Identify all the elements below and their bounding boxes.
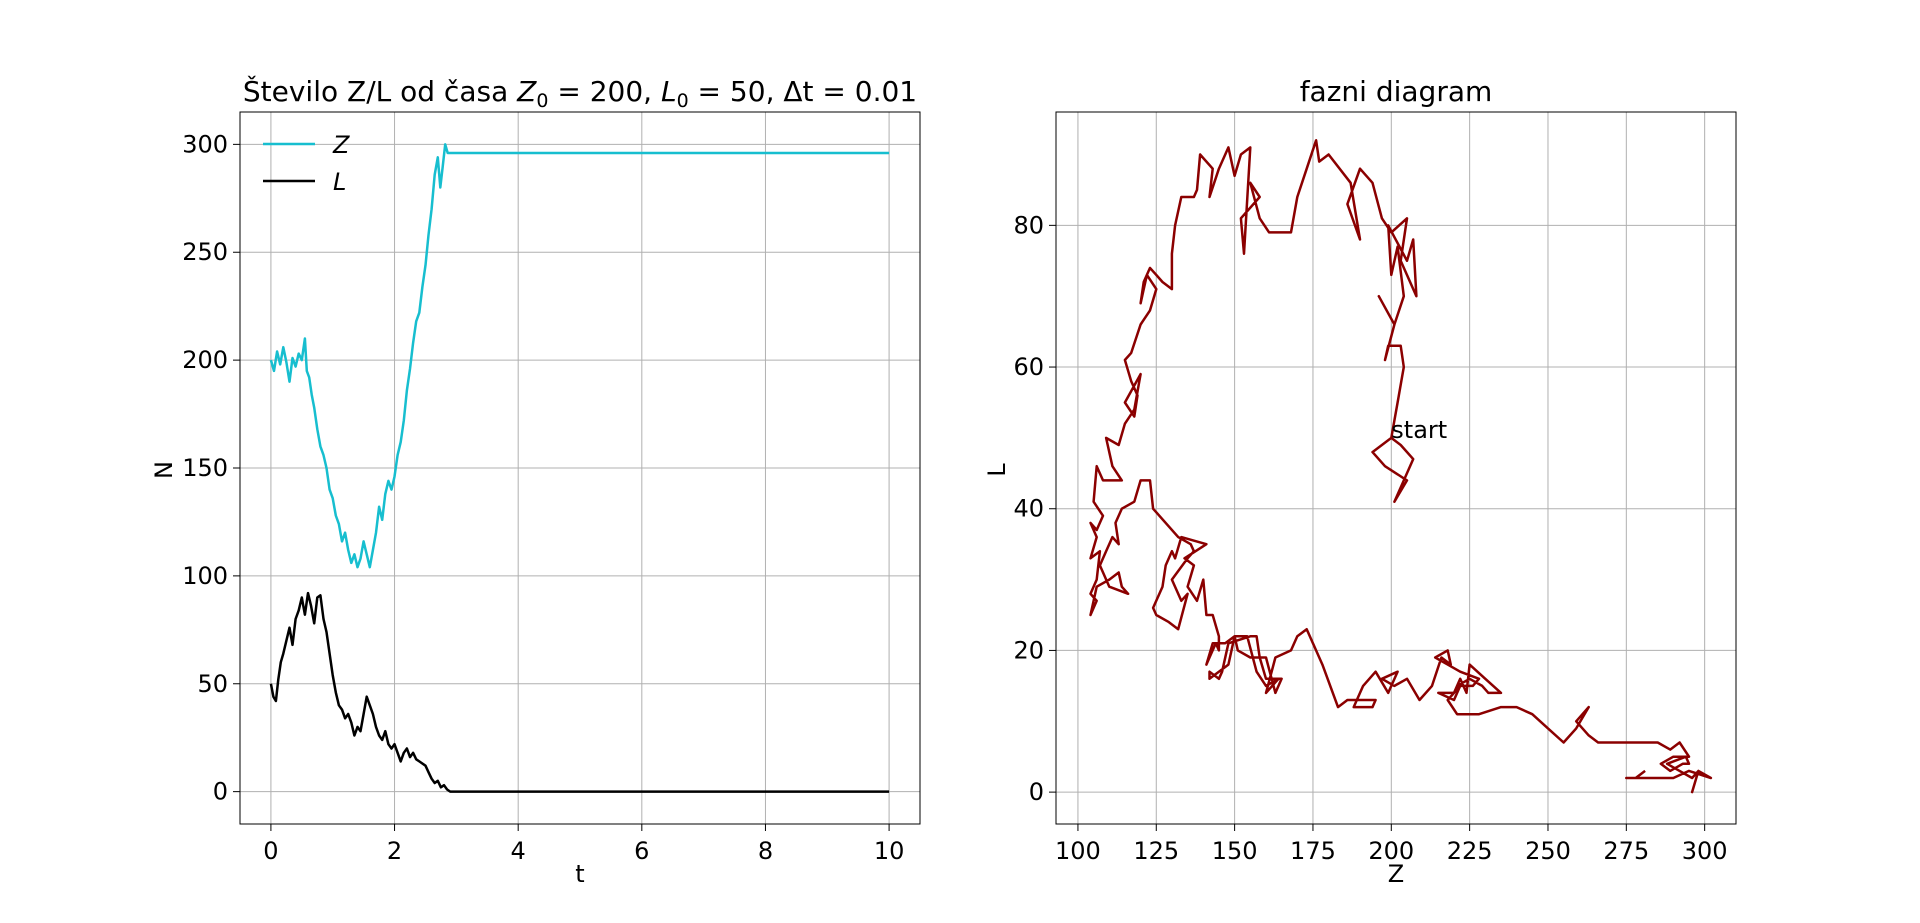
left-series-line-z (269, 143, 890, 569)
right-y-tick-label: 20 (1013, 636, 1044, 664)
right-y-tick-label: 0 (1029, 778, 1044, 806)
right-x-tick-label: 250 (1525, 837, 1571, 865)
left-y-axis-label: N (150, 461, 178, 479)
right-x-tick-label: 225 (1447, 837, 1493, 865)
right-x-tick-label: 150 (1212, 837, 1258, 865)
left-series (269, 143, 890, 793)
right-x-tick-label: 100 (1055, 837, 1101, 865)
left-x-axis-label: t (575, 860, 584, 888)
right-x-axis-label: Z (1388, 860, 1404, 888)
right-y-tick-label: 80 (1013, 211, 1044, 239)
right-y-tick-label: 40 (1013, 495, 1044, 523)
left-x-tick-label: 8 (758, 837, 773, 865)
left-y-tick-label: 150 (182, 454, 228, 482)
right-x-tick-label: 175 (1290, 837, 1336, 865)
right-series (1089, 139, 1713, 794)
right-y-ticks: 0 20 40 60 80 (1013, 211, 1056, 806)
left-chart-title: Število Z/L od časa Z0 = 200, L0 = 50, Δ… (243, 74, 917, 112)
left-x-ticks: 0 2 4 6 8 10 (263, 824, 904, 865)
right-y-tick-label: 60 (1013, 353, 1044, 381)
left-series-line-l (269, 591, 890, 793)
time-series-chart: 0 2 4 6 8 10 0 50 100 150 200 250 300 Število Z/L o… (150, 74, 921, 888)
right-x-tick-label: 275 (1603, 837, 1649, 865)
left-x-tick-label: 2 (387, 837, 402, 865)
right-x-tick-label: 300 (1682, 837, 1728, 865)
left-y-tick-label: 100 (182, 562, 228, 590)
right-series-line-0 (1089, 139, 1713, 794)
legend-label-z: Z (332, 131, 350, 159)
left-y-tick-label: 250 (182, 238, 228, 266)
left-legend: Z L (263, 131, 350, 196)
phase-diagram-chart: 100 125 150 175 200 225 250 275 300 0 20 40 60 80 fa… (983, 75, 1737, 888)
left-y-tick-label: 200 (182, 346, 228, 374)
left-x-tick-label: 10 (874, 837, 905, 865)
right-grid (1056, 112, 1736, 824)
left-x-tick-label: 4 (511, 837, 526, 865)
left-y-ticks: 0 50 100 150 200 250 300 (182, 130, 240, 806)
left-y-tick-label: 300 (182, 130, 228, 158)
left-x-tick-label: 6 (634, 837, 649, 865)
right-x-tick-label: 125 (1133, 837, 1179, 865)
start-annotation: start (1391, 416, 1447, 444)
left-y-tick-label: 50 (197, 670, 228, 698)
right-x-ticks: 100 125 150 175 200 225 250 275 300 (1055, 824, 1728, 865)
left-y-tick-label: 0 (213, 778, 228, 806)
right-chart-title: fazni diagram (1300, 75, 1493, 108)
left-grid (240, 112, 920, 824)
right-x-tick-label: 200 (1368, 837, 1414, 865)
right-y-axis-label: L (983, 463, 1011, 477)
right-axes-frame (1055, 111, 1737, 825)
legend-label-l: L (333, 168, 346, 196)
left-x-tick-label: 0 (263, 837, 278, 865)
